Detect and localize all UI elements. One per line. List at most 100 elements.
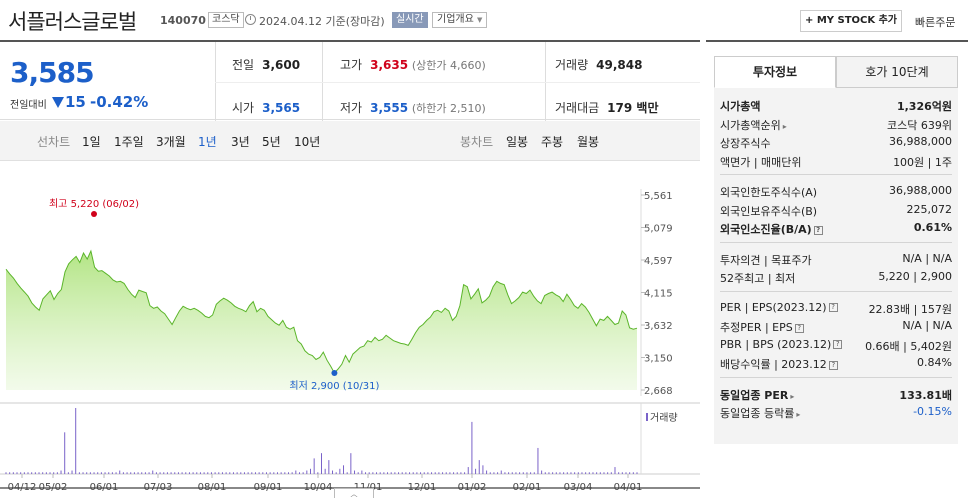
volume-bar bbox=[122, 472, 124, 474]
realtime-button[interactable]: 실시간 bbox=[392, 12, 428, 28]
info-label: 외국인소진율(B/A)? bbox=[720, 221, 823, 237]
volume-bar bbox=[614, 467, 616, 474]
tab-daily[interactable]: 일봉 bbox=[506, 135, 529, 149]
volume-bar bbox=[368, 472, 370, 474]
volume-bar bbox=[570, 472, 572, 474]
volume-bar bbox=[23, 472, 25, 474]
volume-bar bbox=[636, 472, 638, 474]
volume-bar bbox=[519, 472, 521, 474]
tab-3y[interactable]: 3년 bbox=[231, 135, 250, 149]
invest-info-body: 시가총액 1,326억원 시가총액순위 ▸ 코스닥 639위 상장주식수 36,988,00… bbox=[714, 88, 958, 444]
tab-invest-info[interactable]: 투자정보 bbox=[714, 56, 836, 88]
help-icon[interactable]: ? bbox=[813, 225, 823, 235]
help-icon[interactable]: ? bbox=[828, 303, 838, 312]
volume-bar bbox=[361, 470, 363, 474]
volume-bar bbox=[552, 472, 554, 474]
volume-bar bbox=[383, 472, 385, 474]
volume-bar bbox=[394, 472, 396, 474]
volume-bar bbox=[350, 453, 352, 474]
price-chart: 5,561 5,079 4,597 4,115 3,632 3,150 2,668 최고 5… bbox=[0, 161, 700, 500]
info-value: N/A | N/A bbox=[902, 319, 952, 332]
info-value: -0.15% bbox=[913, 405, 952, 418]
volume-bar bbox=[295, 470, 297, 474]
volume-bar bbox=[409, 472, 411, 474]
volume-bar bbox=[420, 472, 422, 474]
volume-bar bbox=[236, 472, 238, 474]
volume-bar bbox=[387, 472, 389, 474]
volume-bar bbox=[280, 472, 282, 474]
info-value: 133.81배 bbox=[899, 388, 952, 402]
price-area bbox=[6, 251, 637, 390]
volume-bar bbox=[262, 472, 264, 474]
volume-bar bbox=[530, 472, 532, 474]
volume-bar bbox=[537, 447, 539, 474]
volume-bar bbox=[207, 472, 209, 474]
info-value: 5,220 | 2,900 bbox=[878, 270, 952, 283]
y-tick-label: 3,150 bbox=[644, 354, 673, 365]
info-label: 액면가 | 매매단위 bbox=[720, 155, 802, 169]
info-label: 52주최고 | 최저 bbox=[720, 272, 796, 285]
tab-10y[interactable]: 10년 bbox=[294, 135, 321, 149]
volume-bar bbox=[493, 472, 495, 474]
volume-bar bbox=[412, 472, 414, 474]
volume-bar bbox=[104, 472, 106, 474]
volume-bar bbox=[372, 472, 374, 474]
volume-bar bbox=[478, 460, 480, 474]
tab-5y[interactable]: 5년 bbox=[262, 135, 281, 149]
help-icon[interactable]: ? bbox=[828, 360, 838, 370]
volume: 거래량 49,848 bbox=[555, 58, 643, 72]
tab-hoga-10[interactable]: 호가 10단계 bbox=[836, 56, 958, 88]
tab-3m[interactable]: 3개월 bbox=[156, 135, 186, 149]
tab-1y[interactable]: 1년 bbox=[198, 135, 217, 149]
chart-collapse-button[interactable]: ︿ bbox=[334, 488, 374, 498]
candle-chart-label: 봉차트 bbox=[460, 135, 494, 149]
volume-bar bbox=[196, 472, 198, 474]
volume-bar bbox=[251, 472, 253, 474]
company-overview-dropdown[interactable]: 기업개요 ▼ bbox=[432, 12, 488, 28]
high-point-marker bbox=[91, 211, 97, 217]
add-mystock-button[interactable]: + MY STOCK 추가 bbox=[800, 10, 902, 32]
volume-bar bbox=[89, 472, 91, 474]
low-point-marker bbox=[331, 370, 338, 377]
volume-bar bbox=[456, 472, 458, 474]
info-value: 1,326억원 bbox=[896, 100, 952, 113]
volume-bar bbox=[508, 472, 510, 474]
volume-bar bbox=[541, 470, 543, 474]
x-tick-label: 08/01 bbox=[198, 482, 227, 493]
company-name: 서플러스글로벌 bbox=[8, 10, 137, 34]
help-icon[interactable]: ? bbox=[833, 340, 843, 349]
tab-monthly[interactable]: 월봉 bbox=[577, 135, 600, 149]
volume-bar bbox=[427, 472, 429, 474]
volume-bar bbox=[533, 472, 535, 474]
volume-bar bbox=[133, 472, 135, 474]
info-value: 22.83배 | 157원 bbox=[868, 302, 952, 316]
tab-1d[interactable]: 1일 bbox=[82, 135, 101, 149]
low-annotation: 최저 2,900 (10/31) bbox=[289, 380, 379, 392]
help-icon[interactable]: ? bbox=[794, 323, 804, 333]
volume-bar bbox=[64, 432, 66, 474]
volume-bar bbox=[174, 472, 176, 474]
volume-bar bbox=[49, 472, 51, 474]
volume-bar bbox=[126, 472, 128, 474]
volume-bar bbox=[166, 472, 168, 474]
volume-bar bbox=[232, 472, 234, 474]
volume-bar bbox=[379, 472, 381, 474]
y-tick-label: 5,561 bbox=[644, 191, 673, 202]
volume-bar bbox=[632, 472, 634, 474]
volume-bar bbox=[192, 472, 194, 474]
volume-bar bbox=[225, 472, 227, 474]
volume-bar bbox=[346, 472, 348, 474]
tab-weekly[interactable]: 주봉 bbox=[541, 135, 564, 149]
info-label: 추정PER | EPS? bbox=[720, 319, 804, 335]
tab-1w[interactable]: 1주일 bbox=[114, 135, 144, 149]
compare-label: 전일대비 bbox=[10, 100, 47, 111]
info-value: 100원 | 1주 bbox=[893, 155, 952, 169]
info-label: 동일업종 등락률 ▸ bbox=[720, 407, 801, 420]
volume-bar bbox=[214, 472, 216, 474]
x-tick-label: 06/01 bbox=[90, 482, 119, 493]
quick-order-button[interactable]: 빠른주문 bbox=[915, 16, 956, 29]
volume-bar bbox=[170, 472, 172, 474]
stock-code: 140070 bbox=[160, 14, 206, 27]
volume-bar bbox=[497, 472, 499, 474]
info-label: 동일업종 PER ▸ bbox=[720, 388, 795, 402]
